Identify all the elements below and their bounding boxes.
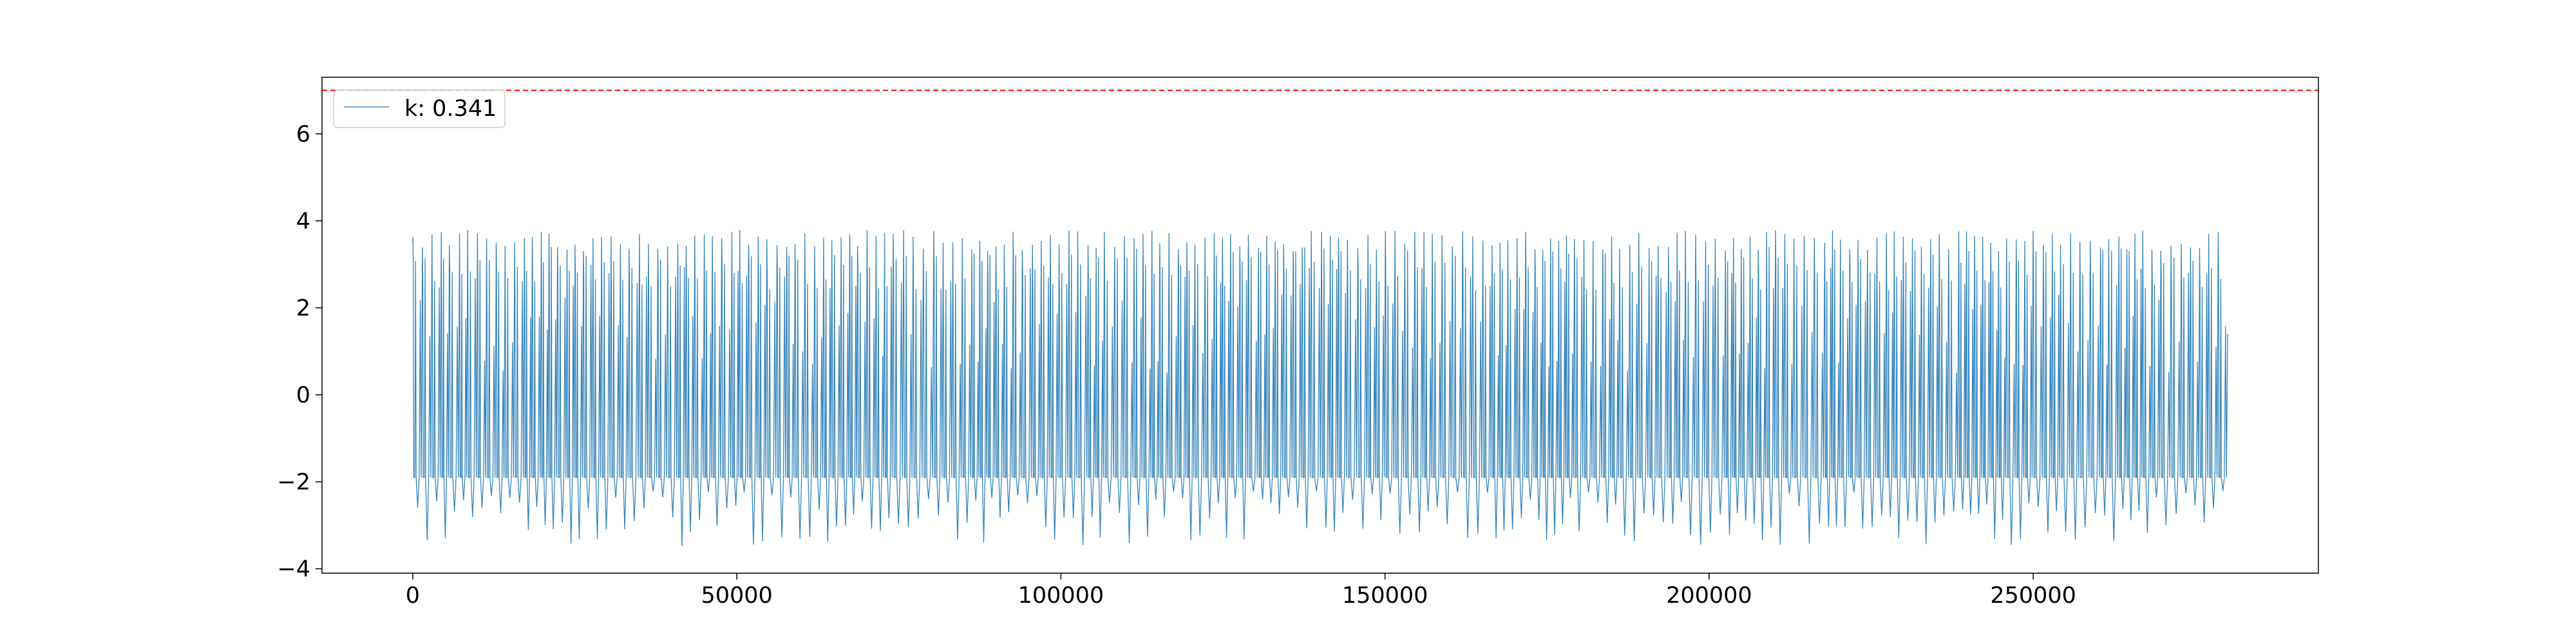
y-tick-label: 6 [296, 122, 310, 147]
x-tick-label: 250000 [1990, 583, 2076, 609]
y-tick-label: 0 [296, 383, 310, 408]
x-tick-label: 50000 [701, 583, 772, 609]
x-tick-label: 0 [406, 583, 420, 609]
y-tick-label: −2 [277, 469, 310, 495]
x-axis: 0 50000 100000 150000 200000 250000 [406, 573, 2076, 609]
y-axis: −4 −2 0 2 4 6 [277, 122, 322, 582]
x-tick-label: 200000 [1666, 583, 1752, 609]
x-tick-label: 150000 [1342, 583, 1428, 609]
legend: k: 0.341 [333, 90, 506, 128]
y-tick-label: −4 [277, 556, 310, 582]
legend-box [333, 90, 506, 128]
legend-label-k: k: 0.341 [404, 96, 497, 122]
y-tick-label: 2 [296, 296, 310, 321]
series-layer [412, 229, 2228, 547]
series-line-k [412, 229, 2228, 547]
y-tick-label: 4 [296, 209, 310, 234]
x-tick-label: 100000 [1018, 583, 1104, 609]
plot-frame [321, 77, 2319, 574]
